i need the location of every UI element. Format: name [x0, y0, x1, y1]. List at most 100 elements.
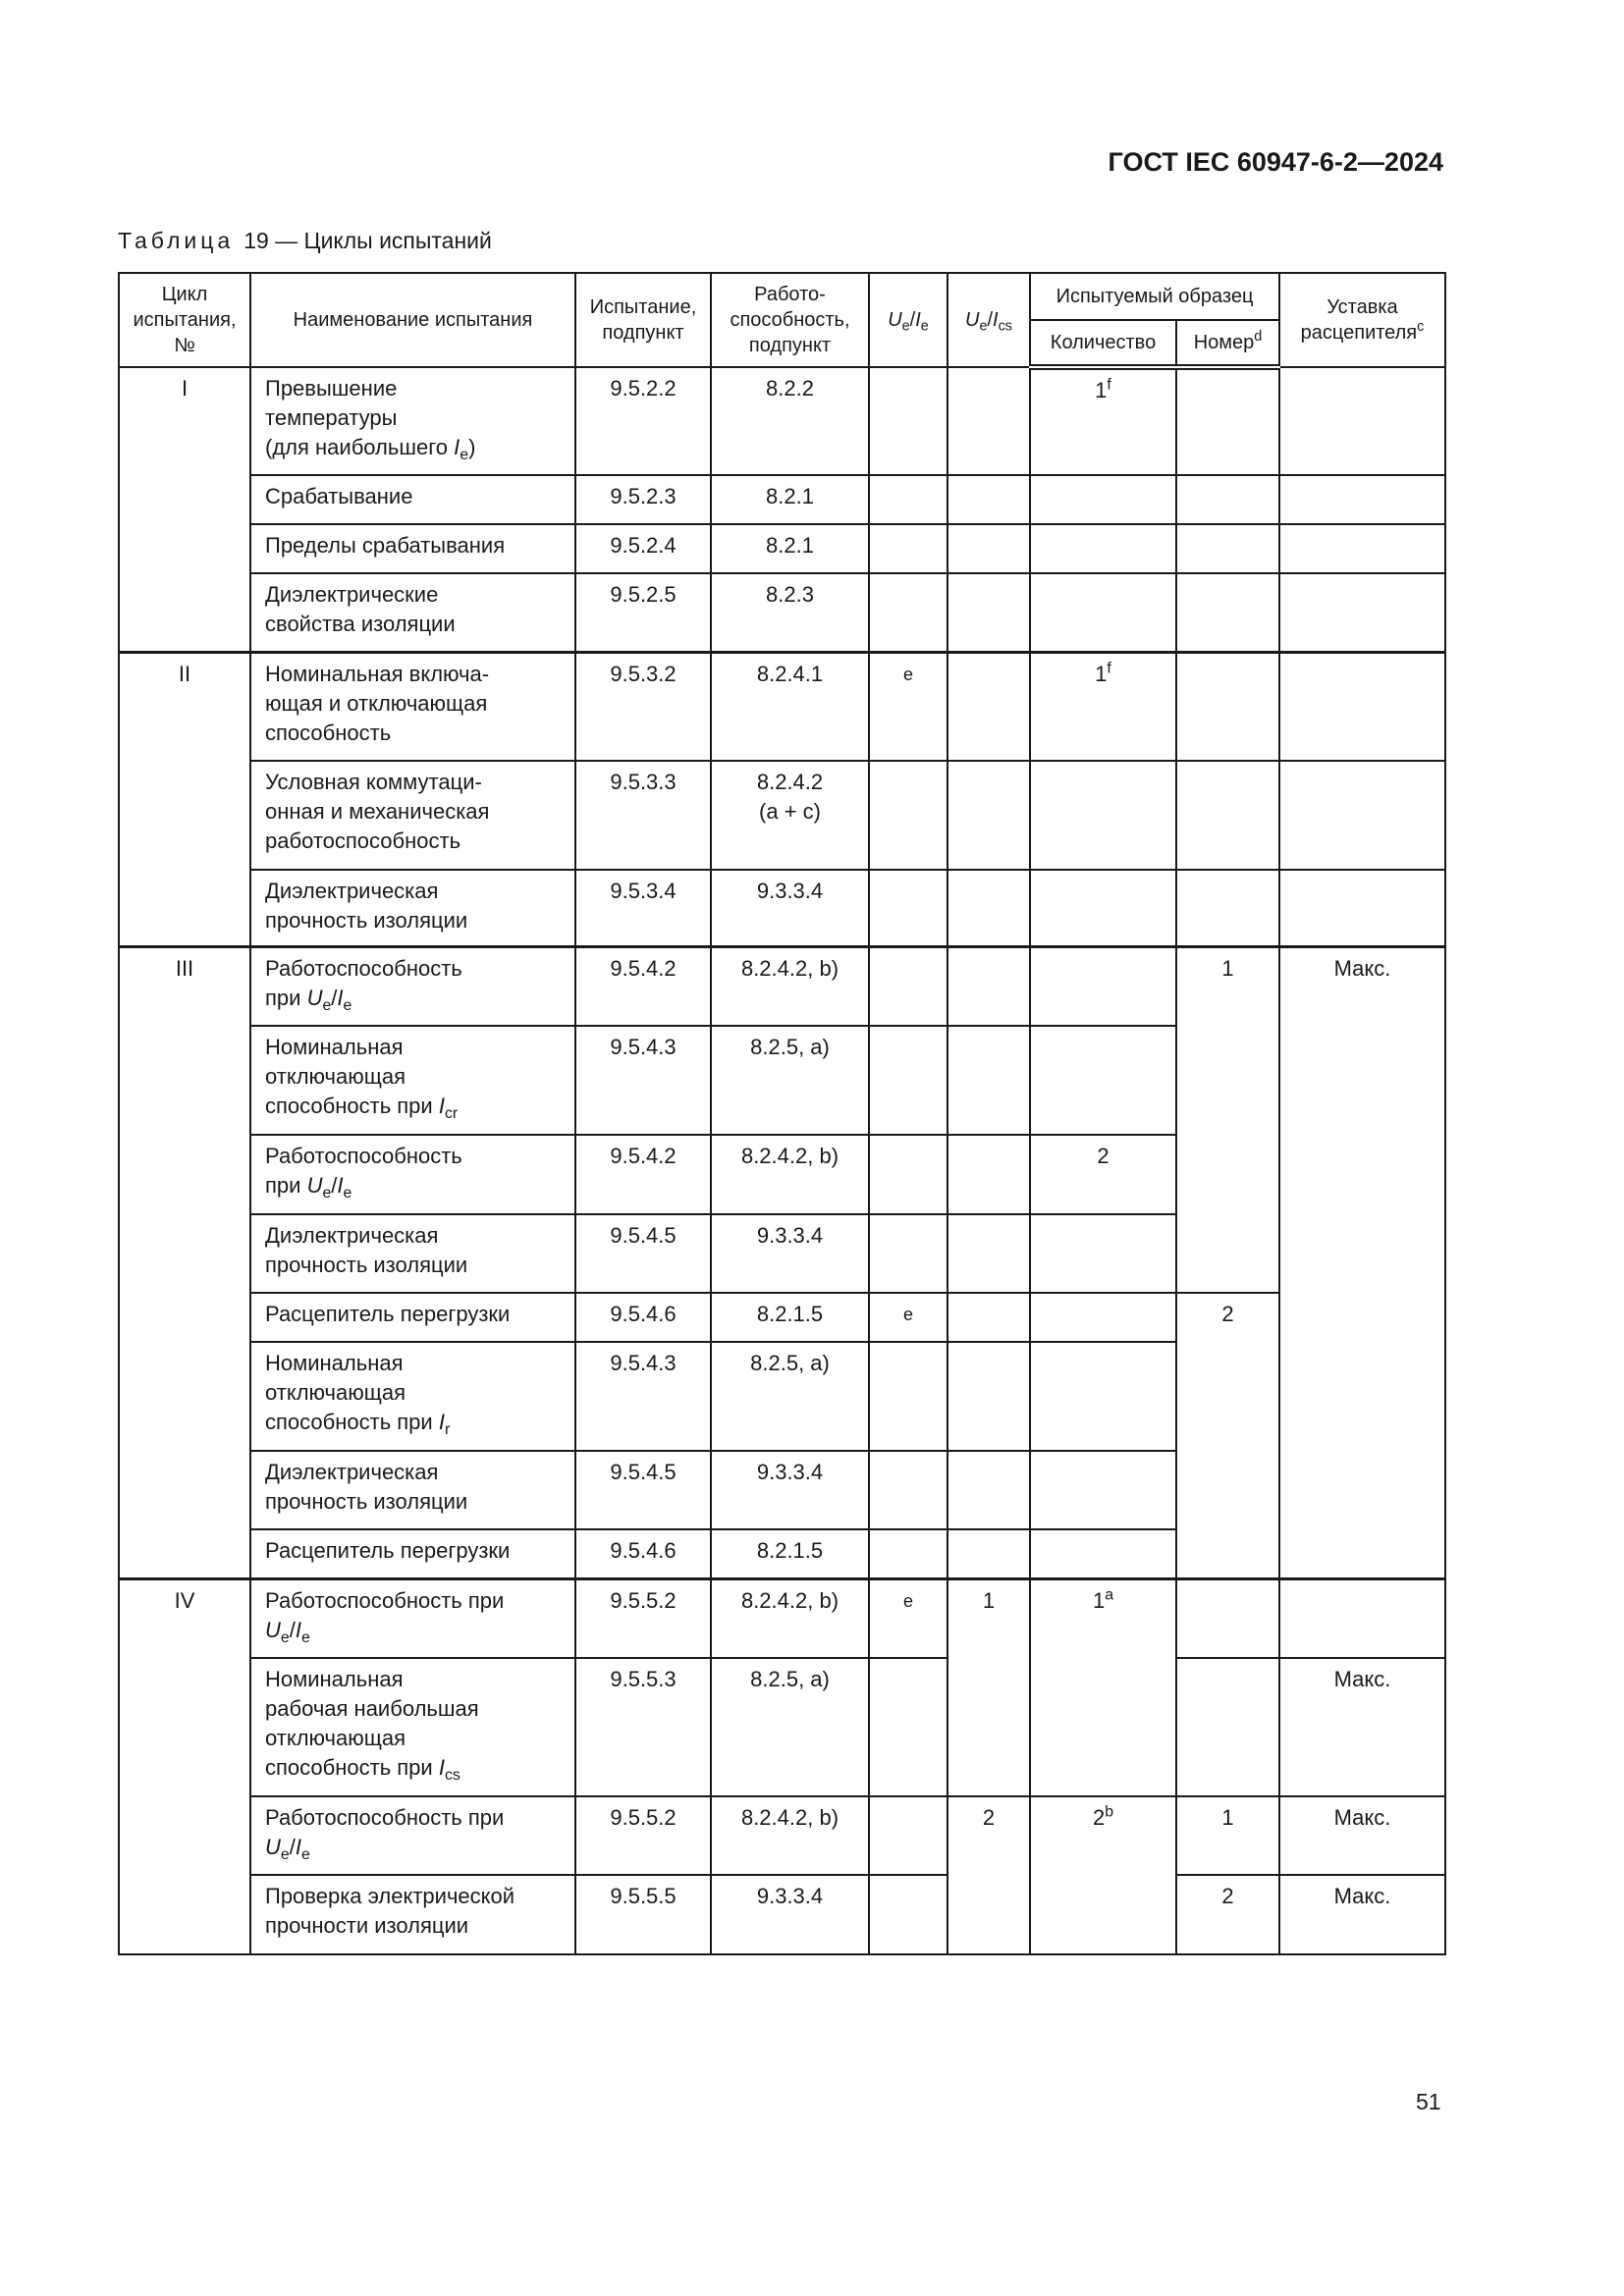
cell-ue-ie — [868, 572, 948, 653]
table-row: Пределы срабатывания 9.5.2.4 8.2.1 — [119, 523, 1446, 574]
cell-ue-ie — [868, 944, 948, 1027]
cell-name: Срабатывание — [249, 474, 576, 525]
header-name: Наименование испытания — [249, 272, 576, 368]
cell-qty: 1f — [1029, 650, 1177, 762]
cell-cycle: III — [118, 944, 251, 1579]
cell-num: 1 — [1175, 944, 1280, 1294]
cell-qty — [1029, 572, 1177, 653]
table-row: Диэлектрическая прочность изоляции 9.5.4.… — [119, 1213, 1445, 1294]
cell-ue-ics — [947, 572, 1031, 653]
cell-num — [1175, 1657, 1280, 1797]
cell-setting: Макс. — [1278, 1657, 1446, 1797]
cell-ue-ics: 2 — [947, 1795, 1031, 1955]
cell-test: 9.5.2.4 — [574, 523, 712, 574]
cell-ue-ics: 1 — [947, 1576, 1031, 1797]
cell-cycle: I — [118, 366, 251, 653]
cell-name: Работоспособность при Ue/Ie — [249, 1134, 576, 1215]
cell-ue-ics — [947, 1025, 1031, 1136]
cell-setting: Макс. — [1278, 1874, 1446, 1955]
cell-ue-ie — [868, 474, 948, 525]
cell-name: Условная коммутаци- онная и механическая… — [249, 760, 576, 871]
cell-qty — [1029, 1025, 1177, 1136]
cell-name: Расцепитель перегрузки — [249, 1528, 576, 1579]
cell-qty: 2 — [1029, 1134, 1177, 1215]
cell-setting: Макс. — [1278, 944, 1446, 1579]
document-id: ГОСТ IEC 60947-6-2—2024 — [1108, 147, 1443, 177]
cell-ue-ie — [868, 1795, 948, 1876]
cell-name: Номинальная рабочая наибольшая отключающ… — [249, 1657, 576, 1797]
cell-qty: 1f — [1029, 366, 1177, 476]
table-row: Диэлектрическая прочность изоляции 9.5.4.… — [119, 1450, 1445, 1530]
cell-ue-ics — [947, 1134, 1031, 1215]
page-number: 51 — [1416, 2089, 1441, 2114]
cell-perf: 8.2.4.1 — [710, 650, 870, 762]
cell-test: 9.5.3.4 — [574, 869, 712, 947]
cell-test: 9.5.4.2 — [574, 1134, 712, 1215]
cell-num — [1175, 572, 1280, 653]
cell-perf: 8.2.1.5 — [710, 1292, 870, 1343]
cell-test: 9.5.4.2 — [574, 944, 712, 1027]
cell-ue-ics — [947, 1213, 1031, 1294]
cell-name: Диэлектрическая прочность изоляции — [249, 1213, 576, 1294]
cell-perf: 8.2.5, a) — [710, 1025, 870, 1136]
cell-test: 9.5.4.5 — [574, 1450, 712, 1530]
cell-perf: 8.2.5, a) — [710, 1657, 870, 1797]
cell-name: Проверка электрической прочности изоляци… — [249, 1874, 576, 1955]
cell-ue-ics — [947, 1292, 1031, 1343]
cell-perf: 8.2.1 — [710, 523, 870, 574]
cell-test: 9.5.5.2 — [574, 1795, 712, 1876]
cell-ue-ie — [868, 1528, 948, 1579]
header-setting: Уставка расцепителяc — [1278, 272, 1446, 368]
cell-perf: 8.2.1 — [710, 474, 870, 525]
cell-qty — [1029, 474, 1177, 525]
header-sample: Испытуемый образец — [1029, 272, 1280, 321]
cell-test: 9.5.3.3 — [574, 760, 712, 871]
cell-setting — [1278, 650, 1446, 762]
cell-test: 9.5.4.6 — [574, 1528, 712, 1579]
cell-ue-ics — [947, 523, 1031, 574]
cell-name: Диэлектрическая прочность изоляции — [249, 869, 576, 947]
cell-setting — [1278, 572, 1446, 653]
cell-name: Работоспособность при Ue/Ie — [249, 1795, 576, 1876]
cell-ue-ics — [947, 1341, 1031, 1452]
cell-num: 1 — [1175, 1795, 1280, 1876]
table-row: Диэлектрическая прочность изоляции 9.5.3.… — [119, 869, 1446, 947]
cell-test: 9.5.2.5 — [574, 572, 712, 653]
header-ue-ie: Ue/Ie — [868, 272, 948, 368]
cell-perf: 9.3.3.4 — [710, 869, 870, 947]
cell-num — [1175, 523, 1280, 574]
cell-test: 9.5.3.2 — [574, 650, 712, 762]
cell-test: 9.5.4.6 — [574, 1292, 712, 1343]
cell-ue-ie — [868, 1450, 948, 1530]
table-row: I Превышение температуры (для наибольшего… — [118, 366, 1446, 653]
cell-setting — [1278, 1576, 1446, 1659]
cell-perf: 9.3.3.4 — [710, 1450, 870, 1530]
cell-ue-ie — [868, 523, 948, 574]
table-caption: Таблица 19 — Циклы испытаний — [118, 228, 492, 254]
cell-ue-ics — [947, 1528, 1031, 1579]
cell-perf: 8.2.4.2, b) — [710, 1134, 870, 1215]
cell-perf: 8.2.4.2, b) — [710, 1576, 870, 1659]
table-row: Работоспособность при Ue/Ie 9.5.5.2 8.2.4.… — [119, 1795, 1446, 1955]
cell-name: Диэлектрическая прочность изоляции — [249, 1450, 576, 1530]
cell-ue-ie — [868, 1025, 948, 1136]
cell-ue-ie: e — [868, 650, 948, 762]
cell-setting — [1278, 523, 1446, 574]
cell-ue-ics — [947, 944, 1031, 1027]
cell-perf: 8.2.1.5 — [710, 1528, 870, 1579]
cell-ue-ie: e — [868, 1292, 948, 1343]
cell-num: 2 — [1175, 1292, 1280, 1579]
cell-qty — [1029, 1213, 1177, 1294]
cell-perf: 8.2.4.2, b) — [710, 1795, 870, 1876]
cell-qty — [1029, 1450, 1177, 1530]
cell-name: Пределы срабатывания — [249, 523, 576, 574]
cell-qty — [1029, 1528, 1177, 1579]
cell-qty — [1029, 944, 1177, 1027]
header-ue-ics: Ue/Ics — [947, 272, 1031, 368]
cell-ue-ie — [868, 760, 948, 871]
cell-qty: 1a — [1029, 1576, 1177, 1797]
cell-test: 9.5.2.3 — [574, 474, 712, 525]
cell-test: 9.5.5.3 — [574, 1657, 712, 1797]
cell-name: Работоспособность при Ue/Ie — [249, 1576, 576, 1659]
cell-name: Номинальная отключающая способность при … — [249, 1025, 576, 1136]
